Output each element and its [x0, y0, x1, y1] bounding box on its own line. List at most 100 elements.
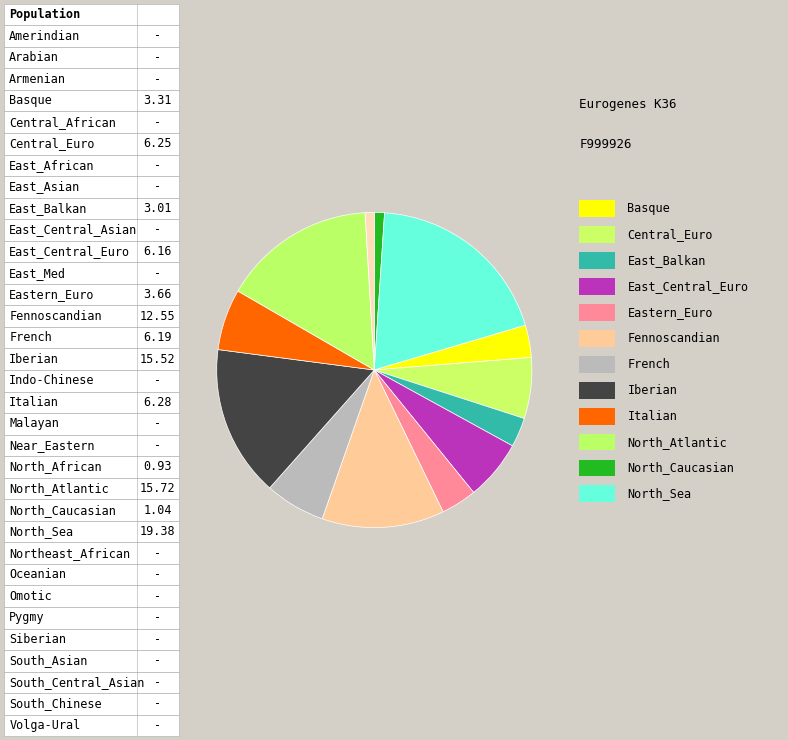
- Text: -: -: [154, 374, 162, 387]
- Text: -: -: [154, 223, 162, 237]
- Text: Basque: Basque: [627, 202, 670, 215]
- Text: South_Chinese: South_Chinese: [9, 698, 102, 710]
- Text: -: -: [154, 51, 162, 64]
- Text: -: -: [154, 547, 162, 559]
- Text: Near_Eastern: Near_Eastern: [9, 439, 95, 452]
- Text: 15.72: 15.72: [140, 482, 176, 495]
- Bar: [579, 201, 615, 217]
- Text: North_Caucasian: North_Caucasian: [627, 462, 734, 474]
- Text: 6.25: 6.25: [143, 137, 172, 150]
- Bar: [4, 155, 179, 176]
- Text: Iberian: Iberian: [627, 383, 677, 397]
- Wedge shape: [374, 370, 474, 512]
- Text: -: -: [154, 417, 162, 431]
- Text: French: French: [627, 357, 670, 371]
- Bar: [579, 330, 615, 347]
- Bar: [579, 356, 615, 373]
- Bar: [4, 500, 179, 521]
- Text: South_Central_Asian: South_Central_Asian: [9, 676, 144, 689]
- Bar: [579, 460, 615, 477]
- Bar: [579, 252, 615, 269]
- Text: Central_African: Central_African: [9, 115, 116, 129]
- Text: -: -: [154, 159, 162, 172]
- Text: 12.55: 12.55: [140, 309, 176, 323]
- Wedge shape: [218, 291, 374, 370]
- Text: Italian: Italian: [9, 396, 59, 408]
- Bar: [579, 434, 615, 451]
- Text: Oceanian: Oceanian: [9, 568, 66, 581]
- Bar: [4, 284, 179, 306]
- Text: Omotic: Omotic: [9, 590, 52, 603]
- Bar: [4, 391, 179, 413]
- Bar: [4, 715, 179, 736]
- Bar: [4, 456, 179, 478]
- Text: Italian: Italian: [627, 410, 677, 423]
- Text: 6.28: 6.28: [143, 396, 172, 408]
- Text: Arabian: Arabian: [9, 51, 59, 64]
- Bar: [579, 278, 615, 295]
- Bar: [4, 370, 179, 391]
- Text: Malayan: Malayan: [9, 417, 59, 431]
- Bar: [4, 564, 179, 585]
- Text: Volga-Ural: Volga-Ural: [9, 719, 80, 732]
- Text: Eurogenes K36: Eurogenes K36: [579, 98, 677, 111]
- Text: East_Balkan: East_Balkan: [627, 254, 706, 267]
- Bar: [4, 413, 179, 434]
- Text: 6.19: 6.19: [143, 332, 172, 344]
- Bar: [4, 650, 179, 672]
- Text: -: -: [154, 115, 162, 129]
- Bar: [4, 68, 179, 90]
- Wedge shape: [269, 370, 374, 519]
- Text: French: French: [9, 332, 52, 344]
- Bar: [579, 485, 615, 502]
- Bar: [4, 306, 179, 327]
- Text: North_Sea: North_Sea: [9, 525, 73, 538]
- Text: Armenian: Armenian: [9, 73, 66, 86]
- Text: 0.93: 0.93: [143, 460, 172, 474]
- Bar: [579, 382, 615, 399]
- Wedge shape: [374, 370, 524, 445]
- Text: -: -: [154, 698, 162, 710]
- Bar: [4, 327, 179, 349]
- Wedge shape: [374, 212, 385, 370]
- Wedge shape: [374, 357, 532, 419]
- Text: Central_Euro: Central_Euro: [9, 137, 95, 150]
- Wedge shape: [238, 212, 374, 370]
- Text: -: -: [154, 654, 162, 667]
- Text: Indo-Chinese: Indo-Chinese: [9, 374, 95, 387]
- Wedge shape: [374, 370, 512, 492]
- Bar: [4, 262, 179, 284]
- Text: East_Central_Asian: East_Central_Asian: [9, 223, 137, 237]
- Bar: [4, 47, 179, 68]
- Bar: [4, 349, 179, 370]
- Text: -: -: [154, 611, 162, 625]
- Text: -: -: [154, 266, 162, 280]
- Bar: [579, 304, 615, 321]
- Text: East_Central_Euro: East_Central_Euro: [627, 280, 749, 293]
- Text: Basque: Basque: [9, 94, 52, 107]
- Wedge shape: [217, 349, 374, 488]
- Wedge shape: [374, 212, 526, 370]
- Text: North_Atlantic: North_Atlantic: [627, 436, 727, 448]
- Text: Amerindian: Amerindian: [9, 30, 80, 42]
- Text: Iberian: Iberian: [9, 353, 59, 366]
- Bar: [4, 112, 179, 133]
- Bar: [4, 607, 179, 628]
- Text: -: -: [154, 568, 162, 581]
- Text: -: -: [154, 181, 162, 193]
- Text: 3.01: 3.01: [143, 202, 172, 215]
- Bar: [4, 434, 179, 456]
- Text: North_Sea: North_Sea: [627, 488, 692, 500]
- Wedge shape: [365, 212, 374, 370]
- Text: Pygmy: Pygmy: [9, 611, 45, 625]
- Text: Eastern_Euro: Eastern_Euro: [627, 306, 713, 319]
- Text: North_Atlantic: North_Atlantic: [9, 482, 109, 495]
- Bar: [4, 240, 179, 262]
- Bar: [579, 408, 615, 425]
- Bar: [4, 542, 179, 564]
- Text: North_Caucasian: North_Caucasian: [9, 503, 116, 517]
- Text: 1.04: 1.04: [143, 503, 172, 517]
- Text: East_Asian: East_Asian: [9, 181, 80, 193]
- Text: East_Central_Euro: East_Central_Euro: [9, 245, 130, 258]
- Wedge shape: [322, 370, 443, 528]
